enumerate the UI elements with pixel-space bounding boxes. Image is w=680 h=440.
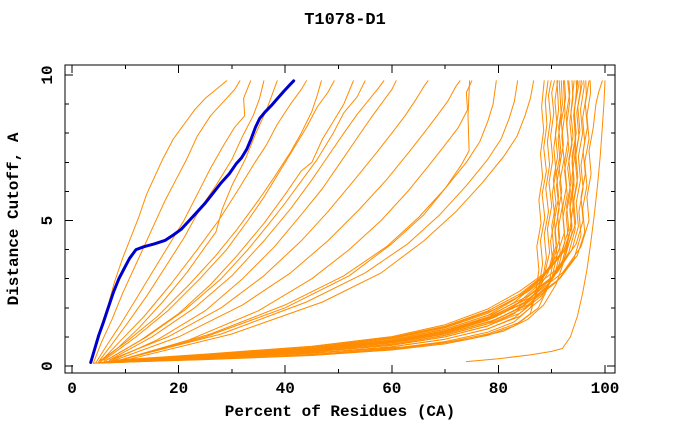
prediction-curve [108, 80, 429, 361]
prediction-curve [119, 80, 497, 361]
prediction-curve [103, 80, 603, 363]
axis-tick-labels-group: 0 20 40 60 80 100 0 5 10 [39, 65, 619, 398]
model-curves-group [89, 79, 606, 364]
chart-title: T1078-D1 [304, 11, 386, 30]
prediction-curve [92, 80, 241, 364]
x-tick-label: 0 [67, 380, 77, 398]
y-tick-label: 10 [39, 65, 57, 84]
prediction-curve [119, 80, 471, 361]
prediction-curve [103, 80, 354, 363]
y-axis-label: Distance Cutoff, A [5, 132, 23, 305]
x-tick-label: 100 [591, 380, 620, 398]
x-tick-label: 40 [276, 380, 295, 398]
y-tick-label: 0 [39, 361, 57, 371]
prediction-curve [95, 80, 252, 363]
prediction-curve [114, 80, 461, 361]
reference-curve [89, 79, 296, 364]
prediction-curve [106, 80, 366, 361]
prediction-curve [124, 80, 578, 363]
prediction-curve [103, 80, 578, 363]
plot-border [64, 64, 616, 374]
prediction-curve [100, 80, 307, 362]
prediction-curve [114, 80, 583, 361]
prediction-curve [111, 80, 579, 362]
prediction-curve [114, 80, 473, 363]
x-tick-label: 20 [169, 380, 188, 398]
prediction-curve [108, 80, 397, 363]
x-axis-label: Percent of Residues (CA) [225, 403, 455, 421]
prediction-curve [124, 80, 519, 360]
x-tick-label: 60 [382, 380, 401, 398]
prediction-curve [98, 80, 322, 363]
prediction-curve [103, 80, 560, 363]
prediction-curve [108, 80, 385, 361]
prediction-curve [103, 80, 335, 361]
axis-ticks-group [65, 65, 615, 373]
x-tick-label: 80 [489, 380, 508, 398]
prediction-curve [108, 80, 590, 362]
prediction-curve [98, 80, 587, 364]
prediction-curve [465, 80, 606, 363]
prediction-curve [103, 80, 592, 363]
y-tick-label: 5 [39, 216, 57, 226]
prediction-curve [100, 80, 559, 364]
prediction-curve [124, 80, 535, 361]
